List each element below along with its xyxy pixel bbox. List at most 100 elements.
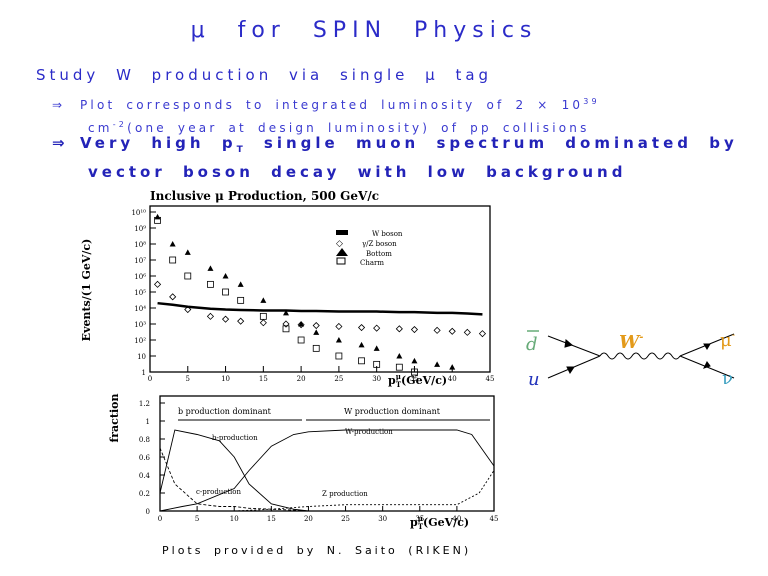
point-gz-boson bbox=[357, 323, 366, 332]
bottom-xtick-label: 25 bbox=[341, 515, 350, 523]
point-gz-boson bbox=[410, 325, 419, 334]
point-bottom bbox=[358, 341, 365, 348]
point-charm bbox=[411, 368, 418, 376]
bottom-ytick-label: 0.2 bbox=[139, 490, 150, 498]
arrow-icon: ⇒ bbox=[52, 134, 69, 152]
point-charm bbox=[184, 272, 192, 280]
bottom-xtick-label: 45 bbox=[490, 515, 499, 523]
point-gz-boson bbox=[206, 312, 215, 320]
top-ytick-label: 10⁶ bbox=[134, 273, 146, 281]
fraction-curve bbox=[159, 429, 495, 512]
bottom-xtick-label: 0 bbox=[158, 515, 162, 523]
legend-charm-marker bbox=[336, 257, 346, 265]
bullet-1-line2: (one year at design luminosity) of pp co… bbox=[127, 121, 590, 135]
point-charm bbox=[222, 288, 229, 296]
bottom-xtick-label: 10 bbox=[230, 515, 239, 523]
fraction-curve bbox=[159, 447, 309, 512]
point-gz-boson bbox=[221, 315, 230, 323]
bottom-ytick-label: 0.4 bbox=[139, 472, 151, 480]
plot-credit: Plots provided by N. Saito (RIKEN) bbox=[162, 544, 472, 557]
mu-label: μ- bbox=[720, 330, 735, 351]
top-xtick-label: 15 bbox=[259, 375, 268, 383]
point-bottom bbox=[449, 364, 456, 370]
top-xtick-label: 10 bbox=[221, 375, 230, 383]
point-bottom bbox=[396, 353, 403, 359]
bullet-2-line1: Very high p bbox=[80, 134, 237, 152]
legend-bottom-marker bbox=[336, 248, 348, 256]
top-ytick-label: 10 bbox=[137, 353, 146, 361]
bottom-xtick-label: 15 bbox=[267, 515, 276, 523]
bullet-1-exponent: 39 bbox=[583, 97, 600, 106]
top-xtick-label: 0 bbox=[148, 375, 152, 383]
incoming-u-arrow-icon bbox=[566, 366, 575, 374]
point-bottom bbox=[434, 361, 441, 367]
point-charm bbox=[395, 363, 403, 371]
top-ytick-label: 10⁸ bbox=[134, 241, 146, 249]
fraction-curve bbox=[159, 429, 309, 512]
point-charm bbox=[259, 312, 267, 320]
point-bottom bbox=[169, 241, 176, 247]
point-charm bbox=[373, 360, 381, 368]
point-charm bbox=[207, 280, 214, 288]
point-charm bbox=[169, 256, 177, 264]
point-gz-boson bbox=[153, 280, 162, 288]
bottom-ytick-label: 0.8 bbox=[139, 436, 150, 444]
arrow-icon: ⇒ bbox=[52, 98, 66, 112]
legend-charm-label: Charm bbox=[360, 259, 384, 267]
top-ytick-label: 10⁷ bbox=[134, 257, 146, 265]
bottom-ytick-label: 1 bbox=[146, 418, 150, 426]
point-gz-boson bbox=[478, 330, 487, 338]
point-bottom bbox=[313, 329, 320, 335]
top-ytick-label: 10³ bbox=[134, 321, 146, 329]
bottom-xtick-label: 40 bbox=[452, 515, 461, 523]
point-charm bbox=[358, 357, 365, 365]
top-ytick-label: 10⁵ bbox=[134, 289, 146, 297]
bottom-plot: fraction 1.2 1 0.8 0.6 0.4 0.2 0 0 5 10 15 20 25 30 3… bbox=[108, 394, 498, 531]
top-xtick-label: 20 bbox=[297, 375, 306, 383]
legend-bottom-label: Bottom bbox=[366, 250, 392, 258]
top-plot-legend: W boson ◇ γ/Z boson Bottom Charm bbox=[336, 230, 403, 267]
top-ytick-label: 10⁴ bbox=[134, 305, 146, 313]
bottom-plot-ylabel: fraction bbox=[108, 394, 121, 443]
top-plot-xlabel: pμ T(GeV/c) bbox=[388, 372, 447, 389]
top-plot-title: Inclusive μ Production, 500 GeV/c bbox=[150, 189, 379, 203]
top-ytick-label: 1 bbox=[142, 369, 146, 377]
annotation-w-production: W-production bbox=[345, 428, 393, 436]
top-xtick-label: 40 bbox=[448, 375, 457, 383]
point-gz-boson bbox=[395, 325, 403, 333]
point-gz-boson bbox=[463, 328, 471, 336]
point-gz-boson bbox=[259, 319, 267, 327]
annotation-w-dominant: W production dominant bbox=[344, 407, 441, 416]
legend-gz-marker: ◇ bbox=[336, 239, 343, 249]
top-xtick-label: 45 bbox=[486, 375, 495, 383]
point-bottom bbox=[260, 297, 267, 303]
incoming-d-arrow-icon bbox=[564, 339, 574, 348]
point-gz-boson bbox=[184, 305, 192, 314]
top-plot-frame bbox=[149, 205, 491, 373]
point-gz-boson bbox=[282, 320, 290, 328]
bottom-xtick-label: 20 bbox=[304, 515, 313, 523]
point-gz-boson bbox=[297, 321, 305, 329]
point-gz-boson bbox=[237, 317, 245, 325]
point-bottom bbox=[298, 321, 305, 327]
outgoing-nu-arrow-icon bbox=[703, 361, 711, 369]
bottom-ytick-label: 0.6 bbox=[139, 454, 151, 462]
point-bottom bbox=[222, 273, 229, 279]
legend-w-marker bbox=[336, 230, 348, 235]
top-xtick-label: 25 bbox=[334, 375, 343, 383]
bottom-xtick-label: 5 bbox=[195, 515, 199, 523]
annotation-c-production: c-production bbox=[196, 488, 242, 496]
annotation-b-production: b-production bbox=[212, 434, 258, 442]
bullet-luminosity: ⇒ Plot corresponds to integrated luminosi… bbox=[52, 92, 600, 138]
bottom-ytick-label: 1.2 bbox=[139, 400, 150, 408]
point-bottom bbox=[184, 249, 191, 255]
bullet-1-line1: Plot corresponds to integrated luminosit… bbox=[80, 98, 584, 112]
d-bar-label: d bbox=[526, 334, 538, 355]
legend-gz-label: γ/Z boson bbox=[362, 240, 397, 248]
point-bottom bbox=[154, 213, 161, 220]
annotation-b-dominant: b production dominant bbox=[178, 407, 272, 416]
point-bottom bbox=[207, 265, 214, 271]
bullet-1-unit: cm bbox=[88, 121, 113, 135]
point-bottom bbox=[411, 357, 418, 364]
